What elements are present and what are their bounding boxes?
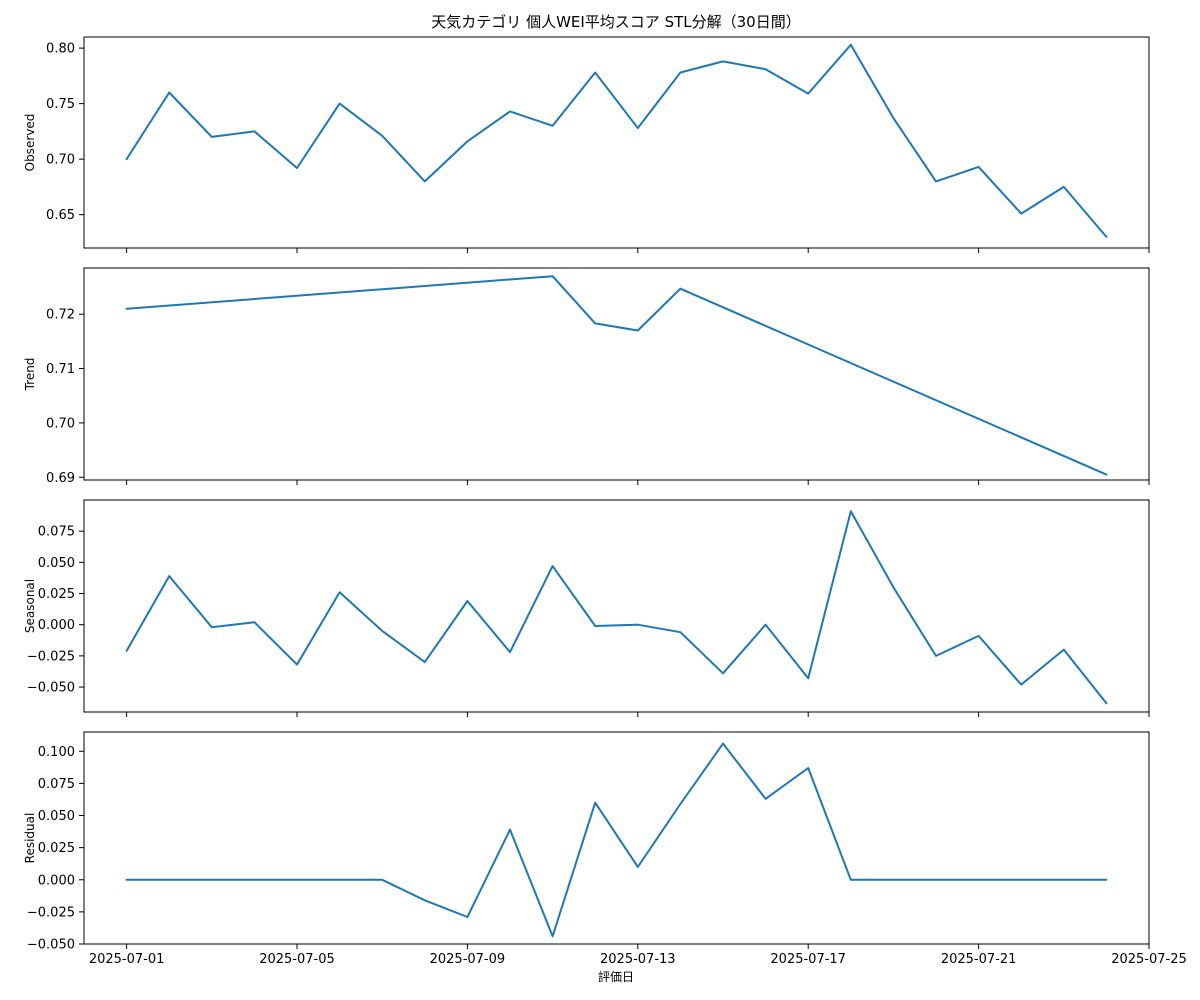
residual-series-line [125,742,1108,938]
seasonal-ylabel: Seasonal [23,579,37,633]
observed-ytick-label: 0.65 [46,208,75,223]
trend-ytick-label: 0.72 [46,308,75,323]
chart-panels: 0.65 0.70 0.75 0.80 Observed 0.69 0.70 0.71 0.72… [23,36,1187,967]
residual-ytick-label: −0.025 [27,905,75,920]
trend-axes-frame [83,267,1150,481]
x-tick-label: 2025-07-25 [1111,952,1187,967]
figure-title: 天気カテゴリ 個人WEI平均スコア STL分解（30日間） [431,13,800,31]
residual-panel: −0.050 −0.025 0.000 0.025 0.050 0.075 0.100 202… [23,731,1187,967]
trend-ytick-label: 0.71 [46,362,75,377]
trend-ytick-label: 0.70 [46,416,75,431]
seasonal-ytick-label: 0.000 [38,618,75,633]
trend-ylabel: Trend [23,358,37,392]
x-tick-label: 2025-07-09 [430,952,506,967]
seasonal-ytick-label: 0.075 [38,525,75,540]
observed-series-line [125,43,1108,238]
residual-ytick-label: −0.050 [27,938,75,953]
seasonal-ytick-label: −0.050 [27,681,75,696]
observed-ytick-label: 0.70 [46,153,75,168]
x-tick-label: 2025-07-13 [600,952,676,967]
trend-series-line [125,275,1108,476]
residual-ylabel: Residual [23,813,37,864]
x-axis-label: 評価日 [598,969,634,984]
residual-ytick-label: 0.025 [38,841,75,856]
x-tick-label: 2025-07-01 [89,952,165,967]
observed-axes-frame [83,36,1150,249]
seasonal-ytick-label: −0.025 [27,649,75,664]
residual-ytick-label: 0.050 [38,809,75,824]
trend-ytick-label: 0.69 [46,471,75,486]
seasonal-panel: −0.050 −0.025 0.000 0.025 0.050 0.075 Seasonal [23,499,1150,717]
observed-ytick-label: 0.75 [46,97,75,112]
observed-panel: 0.65 0.70 0.75 0.80 Observed [23,36,1150,253]
residual-ytick-label: 0.100 [38,745,75,760]
trend-panel: 0.69 0.70 0.71 0.72 Trend [23,267,1150,486]
x-tick-label: 2025-07-17 [770,952,846,967]
seasonal-series-line [125,510,1108,705]
residual-ytick-label: 0.000 [38,873,75,888]
observed-ytick-label: 0.80 [46,42,75,57]
residual-axes-frame [83,731,1150,945]
x-tick-label: 2025-07-21 [941,952,1017,967]
seasonal-axes-frame [83,499,1150,713]
x-tick-label: 2025-07-05 [259,952,335,967]
seasonal-ytick-label: 0.050 [38,556,75,571]
observed-ylabel: Observed [23,114,37,172]
residual-ytick-label: 0.075 [38,777,75,792]
seasonal-ytick-label: 0.025 [38,587,75,602]
